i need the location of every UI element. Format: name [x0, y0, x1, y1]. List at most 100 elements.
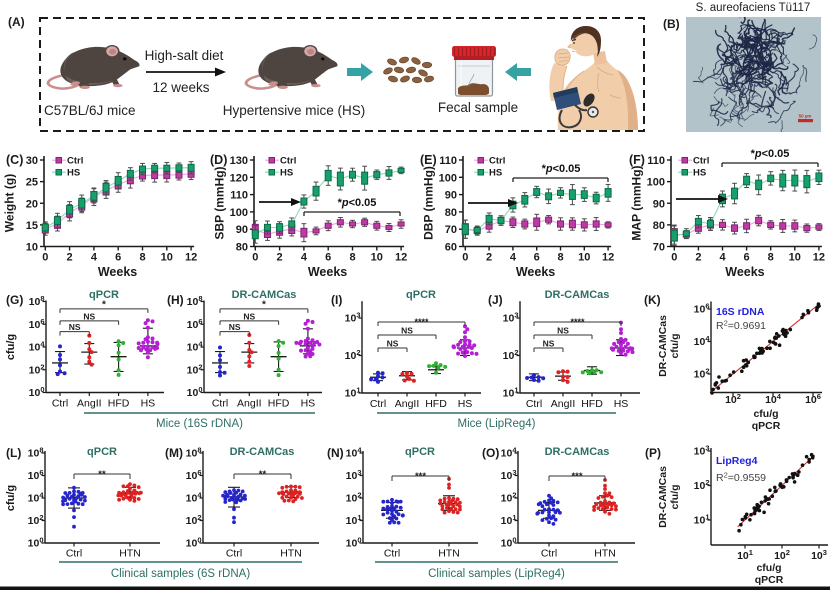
- svg-text:Mice (LipReg4): Mice (LipReg4): [458, 418, 536, 430]
- svg-text:(H): (H): [167, 293, 184, 307]
- svg-text:(N): (N): [327, 446, 344, 460]
- svg-text:(J): (J): [488, 293, 503, 307]
- svg-text:(M): (M): [165, 446, 183, 460]
- svg-text:Ctrl: Ctrl: [489, 156, 505, 167]
- svg-text:80: 80: [653, 220, 665, 232]
- svg-text:100: 100: [230, 207, 248, 219]
- svg-text:HS: HS: [280, 168, 293, 179]
- svg-text:101: 101: [346, 513, 362, 527]
- svg-text:**: **: [98, 469, 106, 480]
- svg-text:*: *: [102, 299, 106, 310]
- svg-text:10: 10: [161, 252, 173, 264]
- svg-text:Ctrl: Ctrl: [526, 398, 542, 410]
- svg-text:MAP (mmHg): MAP (mmHg): [630, 165, 644, 240]
- svg-text:103: 103: [694, 444, 710, 458]
- svg-text:104: 104: [186, 491, 203, 505]
- svg-text:DR-CAMCas: DR-CAMCas: [657, 315, 669, 377]
- svg-text:100: 100: [346, 536, 362, 550]
- svg-text:108: 108: [186, 446, 202, 460]
- svg-text:HS: HS: [614, 398, 629, 410]
- svg-text:6: 6: [325, 252, 331, 264]
- svg-text:108: 108: [187, 294, 203, 308]
- svg-text:106: 106: [694, 302, 710, 316]
- svg-text:cfu/g: cfu/g: [756, 562, 781, 574]
- svg-text:100: 100: [647, 177, 665, 189]
- svg-text:NS: NS: [83, 311, 95, 321]
- svg-text:2: 2: [695, 252, 701, 264]
- svg-text:(L): (L): [6, 446, 21, 460]
- svg-text:Weight (g): Weight (g): [3, 174, 17, 232]
- svg-text:12: 12: [813, 252, 825, 264]
- svg-text:cfu/g: cfu/g: [5, 485, 17, 511]
- svg-text:Ctrl: Ctrl: [370, 398, 386, 410]
- svg-text:(O): (O): [482, 446, 499, 460]
- svg-text:HS: HS: [489, 168, 502, 179]
- svg-text:100: 100: [186, 536, 202, 550]
- svg-text:102: 102: [346, 491, 362, 505]
- svg-text:DR-CAMCas: DR-CAMCas: [230, 446, 295, 458]
- svg-text:130: 130: [230, 155, 248, 167]
- svg-text:HTN: HTN: [280, 548, 302, 560]
- svg-text:104: 104: [29, 340, 46, 354]
- svg-text:104: 104: [346, 446, 363, 460]
- svg-text:120: 120: [230, 172, 248, 184]
- svg-text:LipReg4: LipReg4: [716, 455, 758, 467]
- svg-text:*p<0.05: *p<0.05: [338, 197, 377, 209]
- svg-text:Ctrl: Ctrl: [226, 548, 242, 560]
- svg-text:16S rDNA: 16S rDNA: [716, 306, 765, 318]
- svg-text:HFD: HFD: [108, 398, 130, 410]
- svg-text:110: 110: [439, 155, 457, 167]
- svg-text:80: 80: [445, 207, 457, 219]
- svg-text:12: 12: [602, 252, 614, 264]
- svg-text:8: 8: [768, 252, 774, 264]
- svg-text:AngII: AngII: [395, 398, 420, 410]
- svg-text:cfu/g: cfu/g: [669, 333, 681, 358]
- svg-text:101: 101: [737, 548, 753, 562]
- svg-text:104: 104: [765, 392, 782, 406]
- svg-text:NS: NS: [401, 326, 413, 336]
- svg-text:8: 8: [557, 252, 563, 264]
- svg-text:80: 80: [236, 242, 248, 254]
- svg-text:HFD: HFD: [581, 398, 603, 410]
- svg-text:4: 4: [510, 252, 517, 264]
- svg-text:(K): (K): [644, 293, 661, 307]
- svg-text:102: 102: [503, 348, 519, 362]
- svg-text:HS: HS: [693, 168, 706, 179]
- svg-text:Fecal sample: Fecal sample: [438, 100, 518, 115]
- svg-text:NS: NS: [543, 339, 555, 349]
- svg-text:AngII: AngII: [77, 398, 102, 410]
- svg-text:HFD: HFD: [268, 398, 290, 410]
- svg-text:4: 4: [301, 252, 308, 264]
- svg-text:106: 106: [187, 317, 203, 331]
- svg-text:2: 2: [277, 252, 283, 264]
- svg-text:20: 20: [26, 198, 38, 210]
- svg-text:100: 100: [29, 385, 45, 399]
- svg-text:qPCR: qPCR: [755, 574, 784, 586]
- svg-text:2: 2: [486, 252, 492, 264]
- svg-text:6: 6: [534, 252, 540, 264]
- svg-text:50 µm: 50 µm: [799, 114, 812, 119]
- svg-text:AngII: AngII: [237, 398, 262, 410]
- svg-text:12 weeks: 12 weeks: [152, 80, 209, 95]
- svg-text:110: 110: [230, 190, 248, 202]
- svg-text:(D): (D): [210, 153, 227, 167]
- svg-text:10: 10: [26, 242, 38, 254]
- svg-text:4: 4: [719, 252, 726, 264]
- svg-text:102: 102: [28, 513, 44, 527]
- svg-text:DBP (mmHg): DBP (mmHg): [422, 166, 436, 240]
- svg-text:qPCR: qPCR: [752, 420, 781, 432]
- svg-text:Clinical samples (LipReg4): Clinical samples (LipReg4): [428, 568, 565, 580]
- svg-text:(G): (G): [6, 293, 23, 307]
- svg-text:108: 108: [29, 294, 45, 308]
- svg-text:(E): (E): [420, 153, 437, 167]
- svg-text:(C): (C): [6, 153, 23, 167]
- svg-text:NS: NS: [229, 322, 241, 332]
- svg-text:DR-CAMCas: DR-CAMCas: [657, 466, 669, 528]
- svg-text:HS: HS: [301, 398, 316, 410]
- svg-text:102: 102: [725, 392, 741, 406]
- svg-text:Ctrl: Ctrl: [67, 156, 83, 167]
- svg-text:101: 101: [503, 386, 519, 400]
- svg-text:101: 101: [345, 386, 361, 400]
- svg-text:12: 12: [395, 252, 407, 264]
- svg-text:**: **: [259, 469, 267, 480]
